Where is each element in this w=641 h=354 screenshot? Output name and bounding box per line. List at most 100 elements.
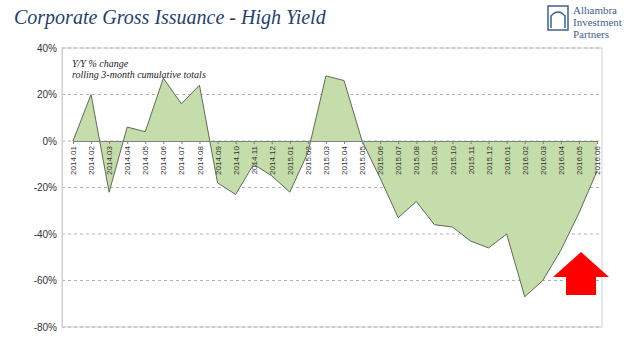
x-axis-line	[74, 141, 598, 142]
x-tick-mark	[507, 141, 508, 144]
x-tick-label: 2014.10	[232, 145, 241, 174]
x-tick-mark	[109, 141, 110, 144]
annotation: Y/Y % change	[72, 58, 129, 69]
x-tick-mark	[489, 141, 490, 144]
x-tick: 2014.10	[232, 141, 241, 175]
x-tick-mark	[290, 141, 291, 144]
logo-text: Investment	[573, 16, 622, 28]
y-tick-label: -40%	[34, 229, 57, 240]
x-tick-label: 2014.03	[105, 145, 114, 174]
y-axis: -80% -60% -40% -20% 0% 20% 40%	[34, 43, 63, 333]
y-tick: -20%	[34, 182, 62, 193]
x-tick-mark	[326, 141, 327, 144]
x-tick-mark	[471, 141, 472, 144]
logo-arch	[551, 12, 565, 28]
x-tick-label: 2014.08	[196, 145, 205, 174]
x-tick: 2015.04	[340, 141, 349, 175]
x-tick-mark	[254, 141, 255, 144]
y-tick: -60%	[34, 275, 62, 286]
x-tick-label: 2015.07	[394, 145, 403, 174]
x-tick-mark	[398, 141, 399, 144]
x-tick-label: 2014.02	[87, 145, 96, 174]
x-tick-mark	[73, 141, 74, 144]
x-tick-label: 2016.02	[521, 145, 530, 174]
x-tick: 2016.03	[539, 141, 548, 175]
arrow	[553, 252, 609, 295]
x-tick: 2014.05	[141, 141, 150, 175]
x-tick: 2015.07	[394, 141, 403, 175]
y-tick-label: -20%	[34, 182, 57, 193]
x-tick-mark	[380, 141, 381, 144]
x-tick-mark	[127, 141, 128, 144]
y-tick: 20%	[37, 89, 62, 100]
area	[73, 76, 597, 297]
y-tick-label: -60%	[34, 275, 57, 286]
x-tick: 2015.01	[286, 141, 295, 175]
x-tick: 2015.05	[358, 141, 367, 175]
grid-line	[62, 48, 602, 49]
y-tick: -80%	[34, 322, 62, 333]
y-tick-label: -80%	[34, 322, 57, 333]
y-tick-label: 20%	[37, 89, 57, 100]
x-tick-mark	[416, 141, 417, 144]
x-tick-label: 2016.06	[593, 145, 602, 174]
x-tick: 2014.04	[123, 141, 132, 175]
logo-text: Partners	[573, 28, 609, 40]
x-tick-label: 2015.06	[376, 145, 385, 174]
x-tick-label: 2015.11	[467, 145, 476, 174]
x-tick: 2014.12	[268, 141, 277, 175]
x-tick-mark	[579, 141, 580, 144]
x-tick: 2016.05	[575, 141, 584, 175]
x-tick: 2014.02	[87, 141, 96, 175]
area-outline	[73, 76, 597, 297]
x-tick-label: 2015.08	[412, 145, 421, 174]
x-tick-label: 2014.06	[159, 145, 168, 174]
y-tick-label: 0%	[43, 136, 58, 147]
x-tick-label: 2014.11	[250, 145, 259, 174]
x-tick-mark	[308, 141, 309, 144]
x-tick-mark	[344, 141, 345, 144]
x-tick-mark	[543, 141, 544, 144]
x-tick-mark	[525, 141, 526, 144]
x-tick-mark	[434, 141, 435, 144]
x-tick: 2015.06	[376, 141, 385, 175]
x-tick-label: 2015.05	[358, 145, 367, 174]
x-tick-label: 2015.10	[449, 145, 458, 174]
x-tick-mark	[236, 141, 237, 144]
x-tick: 2014.09	[214, 141, 223, 175]
plot-frame	[62, 48, 602, 327]
x-tick: 2014.06	[159, 141, 168, 175]
x-tick: 2015.02	[304, 141, 313, 175]
x-tick-mark	[145, 141, 146, 144]
marks	[73, 76, 597, 297]
x-axis: 2014.012014.022014.032014.042014.052014.…	[69, 141, 602, 175]
x-tick: 2014.11	[250, 141, 259, 174]
x-tick: 2015.12	[485, 141, 494, 175]
logo-text: Alhambra	[573, 4, 617, 16]
y-axis-line	[62, 49, 63, 328]
y-tick: 40%	[37, 43, 62, 54]
x-tick-mark	[91, 141, 92, 144]
x-tick-mark	[163, 141, 164, 144]
x-tick-label: 2016.05	[575, 145, 584, 174]
title: Corporate Gross Issuance - High Yield	[14, 6, 327, 29]
x-tick-mark	[362, 141, 363, 144]
x-tick-label: 2014.12	[268, 145, 277, 174]
grid	[62, 48, 602, 327]
grid-line	[62, 327, 602, 328]
x-tick-mark	[199, 141, 200, 144]
x-tick: 2016.04	[557, 141, 566, 175]
x-tick-label: 2016.01	[503, 145, 512, 174]
x-tick-mark	[597, 141, 598, 144]
x-tick: 2016.01	[503, 141, 512, 175]
x-tick: 2014.08	[196, 141, 205, 175]
y-tick-label: 40%	[37, 43, 57, 54]
x-tick: 2015.10	[449, 141, 458, 175]
x-tick: 2014.07	[177, 141, 186, 175]
x-tick-label: 2015.09	[430, 145, 439, 174]
x-tick: 2016.02	[521, 141, 530, 175]
x-tick-mark	[272, 141, 273, 144]
annotation: rolling 3-month cumulative totals	[72, 69, 206, 80]
x-tick-label: 2015.12	[485, 145, 494, 174]
chart: -80%-60%-40%-20%0%20%40%2014.012014.0220…	[0, 0, 641, 354]
